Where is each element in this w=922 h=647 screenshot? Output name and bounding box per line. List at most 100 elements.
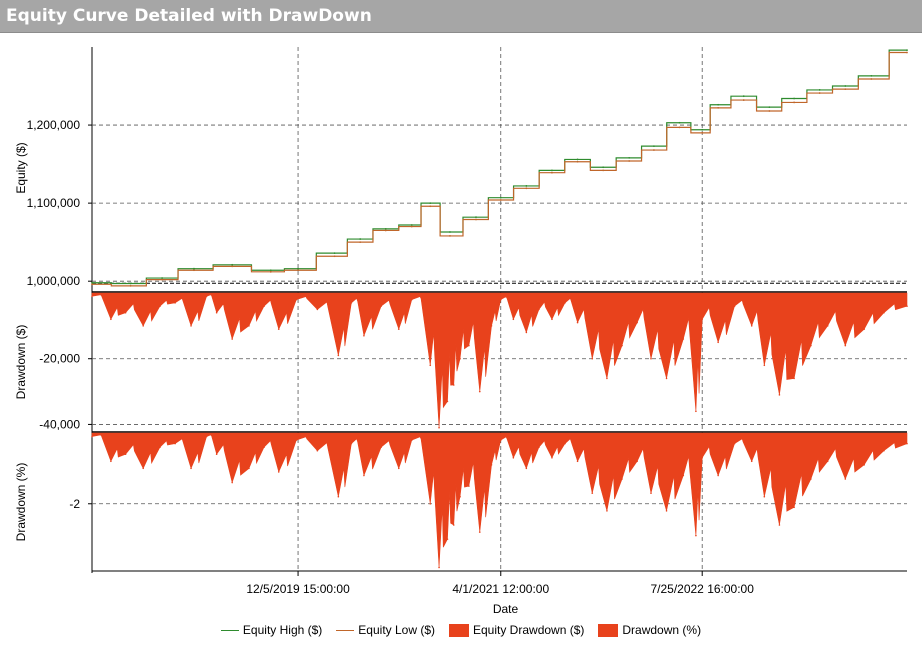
equity-drawdown-area-point <box>380 305 382 307</box>
equity-high-point <box>410 224 413 226</box>
y-tick-label: 1,000,000 <box>27 274 81 288</box>
drawdown-pct-area-point <box>174 442 176 445</box>
equity-drawdown-area-point <box>763 364 766 367</box>
equity-low-point <box>701 131 704 134</box>
equity-drawdown-area-point <box>499 298 502 301</box>
drawdown-pct-area-point <box>810 478 812 480</box>
equity-drawdown-area-point <box>490 325 493 327</box>
drawdown-pct-area-point <box>650 492 652 494</box>
equity-low-line <box>92 51 907 287</box>
equity-high-point <box>449 231 451 233</box>
equity-high-point <box>844 85 847 87</box>
legend-item: Equity High ($) <box>220 623 322 637</box>
equity-drawdown-area-point <box>810 344 812 347</box>
legend-label: Equity Drawdown ($) <box>473 623 585 637</box>
equity-low-point <box>297 269 299 272</box>
equity-high-point <box>906 49 908 52</box>
drawdown-pct-area-point <box>468 485 470 487</box>
equity-drawdown-area-point <box>621 344 623 347</box>
drawdown-pct-area-point <box>478 531 481 533</box>
equity-high-point <box>768 106 771 109</box>
x-tick-label: 7/25/2022 16:00:00 <box>650 582 754 596</box>
equity-low-point <box>678 126 681 129</box>
drawdown-pct-area-point <box>564 442 566 445</box>
equity-high-point <box>161 277 163 279</box>
equity-low-point <box>844 88 847 91</box>
equity-drawdown-area-point <box>277 328 280 330</box>
title-bar: Equity Curve Detailed with DrawDown <box>0 0 922 33</box>
equity-low-point <box>499 199 502 201</box>
equity-drawdown-area-point <box>337 354 340 357</box>
equity-low-point <box>449 235 451 237</box>
drawdown-pct-area-point <box>576 460 579 463</box>
drawdown-pct-area-point <box>316 449 319 452</box>
equity-high-point <box>333 252 336 254</box>
x-axis-label: Date <box>493 602 519 616</box>
equity-low-point <box>333 255 336 258</box>
equity-low-point <box>551 171 553 174</box>
drawdown-pct-area-point <box>263 446 265 448</box>
drawdown-pct-area-point <box>397 467 400 470</box>
equity-drawdown-area-point <box>459 357 461 360</box>
equity-low-point <box>161 278 163 281</box>
drawdown-pct-area-point <box>665 510 668 512</box>
equity-drawdown-area-point <box>525 331 528 334</box>
equity-high-point <box>653 145 655 148</box>
equity-high-point <box>793 97 796 100</box>
drawdown-pct-area-point <box>606 510 608 512</box>
x-tick-label: 12/5/2019 15:00:00 <box>246 582 350 596</box>
drawdown-pct-area-point <box>91 435 93 438</box>
drawdown-pct-area-point <box>682 474 685 477</box>
equity-drawdown-area-point <box>363 334 365 337</box>
equity-high-point <box>678 121 681 124</box>
drawdown-pct-area-point <box>750 460 753 463</box>
equity-drawdown-area-point <box>695 410 697 413</box>
equity-drawdown-area-point <box>717 341 719 344</box>
drawdown-pct-area-point <box>124 453 127 456</box>
drawdown-pct-area-point <box>452 524 455 526</box>
equity-drawdown-area-point <box>468 344 470 347</box>
equity-high-point <box>717 103 720 106</box>
drawdown-pct-area-point <box>337 495 340 498</box>
drawdown-pct-area-point <box>551 456 553 459</box>
equity-drawdown-area-point <box>636 321 638 324</box>
drawdown-pct-area-point <box>844 478 847 480</box>
equity-drawdown-area-point <box>248 325 250 327</box>
drawdown-pct-area-point <box>621 478 623 480</box>
equity-low-point <box>768 110 771 112</box>
equity-high-point <box>429 202 432 205</box>
equity-low-point <box>742 99 745 101</box>
equity-low-point <box>193 269 195 272</box>
drawdown-pct-area-point <box>459 495 461 498</box>
y-tick-label: -40,000 <box>39 417 80 431</box>
equity-drawdown-area-point <box>826 325 829 327</box>
equity-high-point <box>359 238 362 240</box>
equity-low-point <box>525 187 528 190</box>
equity-low-point <box>870 78 873 80</box>
drawdown-pct-area-point <box>205 435 208 438</box>
drawdown-pct-area-point <box>190 467 192 470</box>
equity-drawdown-area-point <box>701 318 704 321</box>
drawdown-pct-area-point <box>826 460 829 463</box>
equity-high-point <box>475 216 477 219</box>
equity-drawdown-area-point <box>512 318 515 321</box>
drawdown-pct-area-point <box>429 502 432 505</box>
equity-drawdown-area-point <box>538 308 540 311</box>
equity-drawdown-area-point <box>91 295 93 298</box>
equity-drawdown-area-point <box>750 325 753 327</box>
equity-drawdown-area-point <box>682 338 685 340</box>
legend-item: Drawdown (%) <box>598 623 701 637</box>
drawdown-pct-area-point <box>350 442 353 445</box>
equity-high-point <box>576 158 579 161</box>
drawdown-pct-area-point <box>490 464 493 466</box>
equity-drawdown-area-point <box>778 394 781 396</box>
drawdown-pct-area-point <box>215 453 218 456</box>
y-axis-label: Equity ($) <box>14 142 28 193</box>
drawdown-pct-area-point <box>525 467 528 470</box>
equity-drawdown-chart[interactable]: 12/5/2019 15:00:00 4/1/2021 12:00:00 7/25/… <box>0 33 922 618</box>
equity-drawdown-area-point <box>844 344 847 347</box>
drawdown-pct-area-point <box>142 467 144 470</box>
legend-swatch <box>336 629 355 631</box>
equity-drawdown-area-point <box>215 311 218 314</box>
equity-drawdown-area-point <box>295 298 298 301</box>
